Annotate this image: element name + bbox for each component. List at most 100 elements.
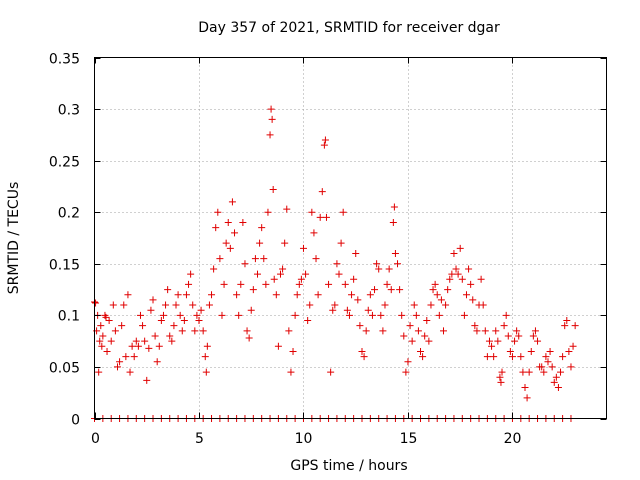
data-point bbox=[149, 296, 157, 304]
data-point bbox=[534, 337, 542, 345]
data-point bbox=[354, 296, 362, 304]
data-point bbox=[92, 299, 100, 307]
data-point bbox=[446, 275, 454, 283]
data-point bbox=[341, 280, 349, 288]
data-point bbox=[321, 136, 329, 144]
data-point bbox=[400, 332, 408, 340]
data-point bbox=[337, 239, 345, 247]
data-point bbox=[435, 311, 443, 319]
y-tick-label: 0.35 bbox=[49, 52, 80, 68]
data-point bbox=[408, 337, 416, 345]
data-point bbox=[155, 342, 163, 350]
y-tick-label: 0.15 bbox=[49, 258, 80, 274]
data-point bbox=[122, 353, 130, 361]
data-point bbox=[531, 327, 539, 335]
data-point bbox=[172, 301, 180, 309]
data-point bbox=[231, 229, 239, 237]
data-point bbox=[504, 332, 512, 340]
data-point bbox=[383, 280, 391, 288]
data-point bbox=[479, 301, 487, 309]
data-point bbox=[314, 291, 322, 299]
x-tick-label: 5 bbox=[195, 431, 204, 447]
data-point bbox=[571, 322, 579, 330]
data-point bbox=[103, 347, 111, 355]
grid-lines bbox=[94, 57, 607, 419]
y-tick-label: 0.1 bbox=[58, 309, 80, 325]
data-point bbox=[147, 306, 155, 314]
data-point bbox=[387, 286, 395, 294]
data-point bbox=[500, 322, 508, 330]
data-point bbox=[189, 301, 197, 309]
data-point bbox=[462, 291, 470, 299]
data-point bbox=[320, 141, 328, 149]
data-point bbox=[412, 311, 420, 319]
data-point bbox=[343, 306, 351, 314]
data-point bbox=[452, 265, 460, 273]
data-point bbox=[302, 270, 310, 278]
data-point bbox=[143, 376, 151, 384]
data-point bbox=[185, 280, 193, 288]
data-point bbox=[218, 311, 226, 319]
data-point bbox=[157, 317, 165, 325]
data-point bbox=[358, 347, 366, 355]
data-point bbox=[492, 327, 500, 335]
data-point bbox=[477, 275, 485, 283]
data-point bbox=[208, 291, 216, 299]
data-point bbox=[345, 311, 353, 319]
data-point bbox=[310, 229, 318, 237]
data-point bbox=[212, 224, 220, 232]
data-point bbox=[360, 353, 368, 361]
data-point bbox=[251, 255, 259, 263]
data-point bbox=[304, 317, 312, 325]
data-point bbox=[448, 270, 456, 278]
data-point bbox=[107, 337, 115, 345]
data-point bbox=[134, 342, 142, 350]
data-point bbox=[318, 188, 326, 196]
data-point bbox=[538, 363, 546, 371]
data-point bbox=[565, 347, 573, 355]
data-point bbox=[429, 286, 437, 294]
data-point bbox=[542, 353, 550, 361]
data-point bbox=[281, 239, 289, 247]
data-point bbox=[99, 332, 107, 340]
data-point bbox=[216, 255, 224, 263]
data-point bbox=[312, 255, 320, 263]
data-point bbox=[450, 249, 458, 257]
data-point bbox=[437, 296, 445, 304]
data-point bbox=[159, 311, 167, 319]
data-point bbox=[396, 286, 404, 294]
data-point bbox=[544, 358, 552, 366]
x-tick-label: 10 bbox=[295, 431, 313, 447]
data-point bbox=[191, 327, 199, 335]
data-point bbox=[498, 368, 506, 376]
data-point bbox=[350, 275, 358, 283]
data-point bbox=[404, 358, 412, 366]
data-point bbox=[529, 332, 537, 340]
x-tick-label: 20 bbox=[504, 431, 522, 447]
data-point bbox=[293, 291, 301, 299]
data-point bbox=[126, 368, 134, 376]
data-point bbox=[233, 291, 241, 299]
data-point bbox=[502, 311, 510, 319]
data-point bbox=[170, 322, 178, 330]
data-point bbox=[419, 353, 427, 361]
data-point bbox=[285, 327, 293, 335]
data-point bbox=[128, 342, 136, 350]
data-point bbox=[197, 306, 205, 314]
data-point bbox=[546, 347, 554, 355]
data-point bbox=[425, 337, 433, 345]
data-point bbox=[402, 368, 410, 376]
data-point bbox=[460, 311, 468, 319]
data-point bbox=[410, 301, 418, 309]
data-point bbox=[467, 280, 475, 288]
data-point bbox=[563, 317, 571, 325]
data-point bbox=[469, 296, 477, 304]
data-point bbox=[417, 347, 425, 355]
data-point bbox=[201, 353, 209, 361]
data-point bbox=[554, 384, 562, 392]
data-point bbox=[283, 205, 291, 213]
data-point bbox=[356, 322, 364, 330]
data-point bbox=[168, 337, 176, 345]
data-point bbox=[269, 186, 277, 194]
data-point bbox=[465, 265, 473, 273]
